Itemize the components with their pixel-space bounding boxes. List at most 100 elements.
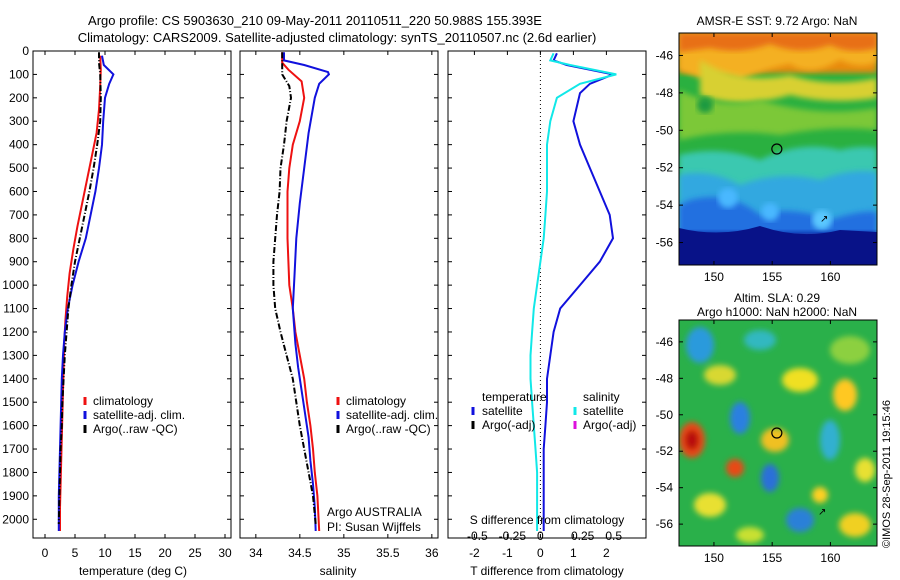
depth-tick-label: 200 bbox=[9, 91, 29, 105]
legend-label-climatology: climatology bbox=[93, 394, 153, 408]
salinity-depth-ticks bbox=[240, 50, 438, 520]
x-tick-label: 10 bbox=[98, 546, 112, 560]
lon-tick-label: 160 bbox=[820, 551, 840, 565]
depth-tick-label: 700 bbox=[9, 208, 29, 222]
lat-tick-label: -46 bbox=[656, 48, 674, 62]
sla-map-title-line1: Altim. SLA: 0.29 bbox=[734, 291, 820, 305]
depth-tick-label: 1800 bbox=[2, 465, 29, 479]
legend-label-t-satellite: satellite bbox=[482, 404, 523, 418]
float-track-mark: ↗ bbox=[820, 214, 828, 225]
figure-title-line1: Argo profile: CS 5903630_210 09-May-2011… bbox=[88, 13, 542, 28]
t-difference-tick-labels: -2 -1 0 1 2 bbox=[469, 51, 610, 560]
salinity-legend: climatology satellite-adj. clim. Argo(..… bbox=[336, 394, 438, 436]
figure-title-line2: Climatology: CARS2009. Satellite-adjuste… bbox=[78, 30, 597, 45]
lat-tick-label: -54 bbox=[656, 198, 674, 212]
depth-tick-label: 100 bbox=[9, 67, 29, 81]
sst-map-title: AMSR-E SST: 9.72 Argo: NaN bbox=[697, 14, 858, 28]
lat-tick-label: -52 bbox=[656, 444, 674, 458]
s-tick-label: 0 bbox=[537, 529, 544, 543]
legend-label-climatology: climatology bbox=[346, 394, 406, 408]
lat-tick-label: -54 bbox=[656, 481, 674, 495]
s-tick-label: -0.5 bbox=[467, 529, 488, 543]
lon-tick-label: 155 bbox=[762, 270, 782, 284]
difference-series bbox=[529, 52, 617, 531]
sla-longitude-ticks: 150 155 160 bbox=[704, 320, 841, 565]
lat-tick-label: -56 bbox=[656, 236, 674, 250]
legend-label-s-argo: Argo(-adj) bbox=[583, 418, 636, 432]
s-tick-label: 0.5 bbox=[605, 529, 622, 543]
x-tick-label: 30 bbox=[218, 546, 232, 560]
sst-latitude-ticks: -46 -48 -50 -52 -54 -56 bbox=[656, 48, 877, 250]
difference-legend: temperature salinity satellite Argo(-adj… bbox=[471, 390, 636, 432]
depth-tick-label: 0 bbox=[22, 44, 29, 58]
copyright-timestamp: ©IMOS 28-Sep-2011 19:15:46 bbox=[881, 400, 893, 548]
x-tick-label: 0 bbox=[42, 546, 49, 560]
salinity-series bbox=[272, 52, 331, 532]
sst-longitude-ticks: 150 155 160 bbox=[704, 33, 841, 284]
legend-label-t-argo: Argo(-adj) bbox=[482, 418, 535, 432]
salinity-tick-labels: 34 34.5 35 35.5 36 bbox=[249, 51, 439, 560]
legend-label-satellite: satellite-adj. clim. bbox=[93, 408, 185, 422]
x-tick-label: 0 bbox=[537, 546, 544, 560]
legend-heading-temperature: temperature bbox=[482, 390, 547, 404]
depth-tick-label: 500 bbox=[9, 161, 29, 175]
depth-tick-label: 800 bbox=[9, 231, 29, 245]
lat-tick-label: -46 bbox=[656, 335, 674, 349]
argo-position-marker bbox=[771, 143, 783, 155]
x-tick-label: 34 bbox=[249, 546, 263, 560]
series-line-satellite bbox=[529, 52, 617, 531]
series-line-satellite bbox=[542, 52, 617, 531]
x-tick-label: -1 bbox=[502, 546, 513, 560]
lat-tick-label: -48 bbox=[656, 86, 674, 100]
s-difference-label: S difference from climatology bbox=[470, 513, 625, 527]
series-line-argorawqc bbox=[57, 52, 102, 525]
depth-tick-label: 600 bbox=[9, 184, 29, 198]
x-tick-label: 34.5 bbox=[288, 546, 312, 560]
temperature-xlabel: temperature (deg C) bbox=[79, 564, 187, 578]
legend-heading-salinity: salinity bbox=[583, 390, 620, 404]
x-tick-label: 2 bbox=[603, 546, 610, 560]
depth-tick-label: 400 bbox=[9, 138, 29, 152]
depth-tick-label: 300 bbox=[9, 114, 29, 128]
s-tick-label: 0.25 bbox=[571, 529, 595, 543]
depth-tick-label: 1300 bbox=[2, 348, 29, 362]
lon-tick-label: 150 bbox=[704, 551, 724, 565]
difference-depth-ticks bbox=[448, 50, 646, 520]
temperature-panel: 0100200300400500600700800900100011001200… bbox=[2, 44, 232, 578]
sla-map-title-line2: Argo h1000: NaN h2000: NaN bbox=[697, 305, 857, 319]
depth-tick-label: 1000 bbox=[2, 278, 29, 292]
sla-latitude-ticks: -46 -48 -50 -52 -54 -56 bbox=[656, 335, 877, 531]
salinity-xlabel: salinity bbox=[320, 564, 357, 578]
salinity-panel: 34 34.5 35 35.5 36 salinity climatology sate… bbox=[239, 50, 439, 578]
x-tick-label: 20 bbox=[158, 546, 172, 560]
depth-tick-label: 1500 bbox=[2, 395, 29, 409]
lat-tick-label: -52 bbox=[656, 161, 674, 175]
s-difference-tick-labels: -0.5 -0.25 0 0.25 0.5 bbox=[467, 529, 622, 543]
legend-label-s-satellite: satellite bbox=[583, 404, 624, 418]
sla-field bbox=[679, 320, 877, 546]
depth-tick-label: 2000 bbox=[2, 512, 29, 526]
difference-axes-box bbox=[447, 50, 647, 539]
argo-position-marker bbox=[771, 427, 783, 439]
temperature-axes-box bbox=[32, 50, 232, 539]
difference-panel: -2 -1 0 1 2 -0.5 -0.25 0 0.25 0.5 S difference f… bbox=[447, 50, 647, 578]
x-tick-label: -2 bbox=[469, 546, 480, 560]
temperature-tick-labels: 0 5 10 15 20 25 30 bbox=[42, 51, 232, 560]
x-tick-label: 5 bbox=[72, 546, 79, 560]
x-tick-label: 1 bbox=[570, 546, 577, 560]
lat-tick-label: -56 bbox=[656, 517, 674, 531]
legend-label-argo: Argo(..raw -QC) bbox=[93, 422, 178, 436]
lat-tick-label: -50 bbox=[656, 123, 674, 137]
lon-tick-label: 160 bbox=[820, 270, 840, 284]
series-line-argorawqc bbox=[272, 52, 317, 525]
lat-tick-label: -48 bbox=[656, 371, 674, 385]
temperature-legend: climatology satellite-adj. clim. Argo(..… bbox=[83, 394, 185, 436]
x-tick-label: 36 bbox=[425, 546, 439, 560]
series-line-satelliteadjclim bbox=[57, 55, 115, 531]
lat-tick-label: -50 bbox=[656, 408, 674, 422]
depth-tick-label: 1100 bbox=[3, 302, 29, 316]
depth-tick-label: 900 bbox=[9, 255, 29, 269]
series-line-satelliteadjclim bbox=[283, 52, 331, 532]
depth-tick-label: 1900 bbox=[2, 489, 29, 503]
